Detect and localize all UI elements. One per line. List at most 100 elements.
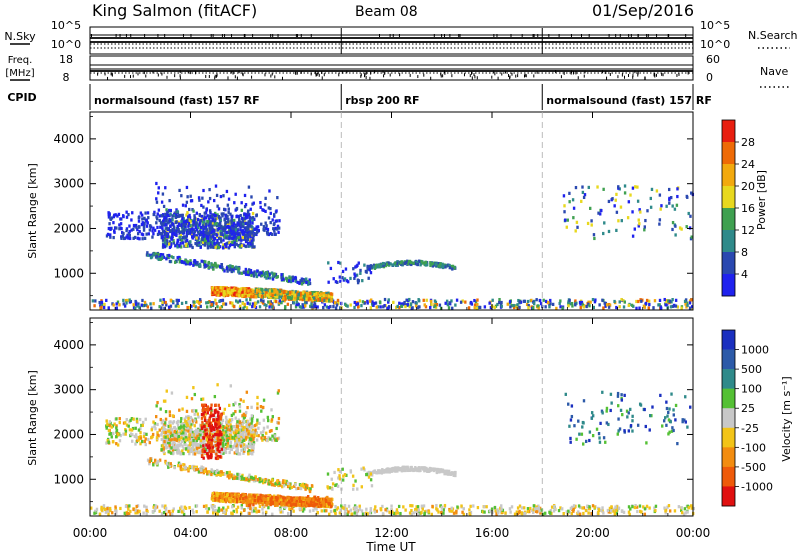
data-cell: [613, 300, 615, 303]
data-cell: [262, 511, 264, 514]
data-cell: [216, 494, 218, 497]
data-cell: [674, 208, 676, 211]
data-cell: [107, 233, 109, 236]
data-cell: [600, 209, 602, 212]
data-cell: [122, 235, 124, 238]
data-cell: [238, 267, 240, 270]
data-cell: [169, 219, 171, 222]
data-cell: [199, 298, 201, 301]
data-cell: [260, 288, 262, 291]
data-cell: [241, 244, 243, 247]
data-cell: [171, 218, 173, 221]
data-cell: [161, 227, 163, 230]
data-cell: [240, 201, 242, 204]
data-cell: [639, 504, 641, 507]
nsky-label: N.Sky: [4, 30, 36, 43]
data-cell: [250, 274, 252, 277]
power-ylabel: Slant Range [km]: [26, 163, 39, 259]
data-cell: [606, 303, 608, 306]
data-cell: [276, 196, 278, 199]
data-cell: [582, 191, 584, 194]
data-cell: [619, 300, 621, 303]
data-cell: [663, 507, 665, 510]
data-cell: [597, 512, 599, 515]
data-cell: [484, 305, 486, 308]
data-cell: [207, 262, 209, 265]
data-cell: [235, 299, 237, 302]
data-cell: [211, 215, 213, 218]
data-cell: [567, 219, 569, 222]
data-cell: [105, 299, 107, 302]
data-cell: [412, 262, 414, 265]
data-cell: [612, 510, 614, 513]
data-cell: [154, 459, 156, 462]
data-cell: [241, 291, 243, 294]
data-cell: [451, 507, 453, 510]
data-cell: [172, 256, 174, 259]
data-cell: [260, 298, 262, 301]
nsky-tick-top: 10^5: [51, 19, 81, 32]
data-cell: [245, 245, 247, 248]
data-cell: [210, 303, 212, 306]
data-cell: [250, 208, 252, 211]
data-cell: [534, 507, 536, 510]
data-cell: [252, 212, 254, 215]
y-tick-label: 2000: [53, 221, 84, 235]
data-cell: [602, 306, 604, 309]
data-cell: [634, 227, 636, 230]
data-cell: [690, 504, 692, 507]
data-cell: [245, 295, 247, 298]
data-cell: [628, 304, 630, 307]
freq-label: Freq.: [8, 55, 33, 66]
data-cell: [454, 303, 456, 306]
data-cell: [571, 304, 573, 307]
data-cell: [128, 504, 130, 507]
data-cell: [434, 299, 436, 302]
data-cell: [208, 230, 210, 233]
data-cell: [317, 298, 319, 301]
data-cell: [207, 200, 209, 203]
data-cell: [434, 304, 436, 307]
data-cell: [354, 265, 356, 268]
data-cell: [147, 216, 149, 219]
data-cell: [359, 505, 361, 508]
data-cell: [509, 305, 511, 308]
data-cell: [213, 229, 215, 232]
data-cell: [205, 504, 207, 507]
data-cell: [330, 498, 332, 501]
data-cell: [276, 292, 278, 295]
data-cell: [638, 307, 640, 310]
data-cell: [544, 305, 546, 308]
data-cell: [134, 236, 136, 239]
data-cell: [384, 508, 386, 511]
data-cell: [410, 303, 412, 306]
data-cell: [322, 306, 324, 309]
data-cell: [181, 302, 183, 305]
data-cell: [161, 512, 163, 515]
data-cell: [552, 303, 554, 306]
data-cell: [226, 215, 228, 218]
data-cell: [328, 513, 330, 516]
data-cell: [108, 212, 110, 215]
data-cell: [246, 306, 248, 309]
data-cell: [374, 505, 376, 508]
data-cell: [218, 300, 220, 303]
data-cell: [187, 228, 189, 231]
data-cell: [147, 211, 149, 214]
data-cell: [101, 509, 103, 512]
data-cell: [369, 300, 371, 303]
data-cell: [472, 504, 474, 507]
data-cell: [249, 302, 251, 305]
data-cell: [618, 507, 620, 510]
data-cell: [216, 239, 218, 242]
data-cell: [215, 265, 217, 268]
data-cell: [177, 256, 179, 259]
data-cell: [160, 221, 162, 224]
data-cell: [123, 302, 125, 305]
data-cell: [301, 282, 303, 285]
data-cell: [251, 305, 253, 308]
data-cell: [504, 511, 506, 514]
data-cell: [249, 224, 251, 227]
data-cell: [269, 207, 271, 210]
data-cell: [200, 305, 202, 308]
